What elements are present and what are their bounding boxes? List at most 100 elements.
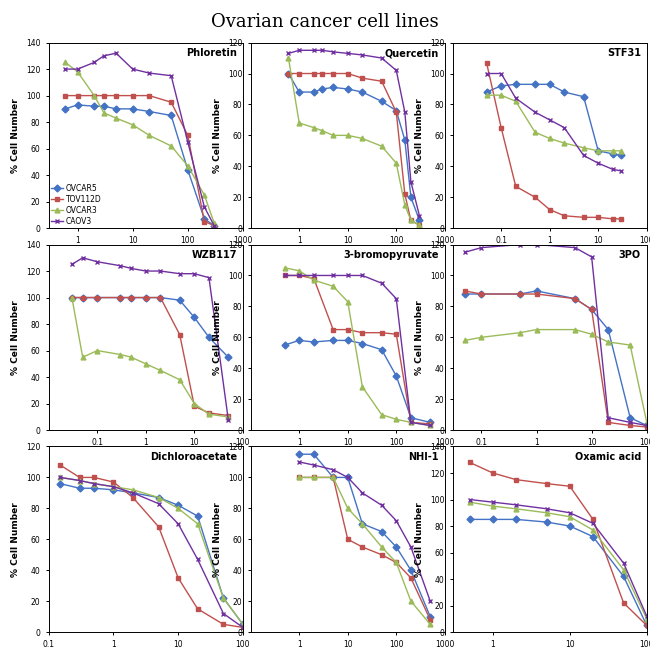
Text: NHI-1: NHI-1	[408, 452, 439, 462]
OVCAR5	[358, 339, 366, 347]
Line: OVCAR5: OVCAR5	[467, 517, 649, 628]
OVCAR5	[407, 193, 415, 201]
OVCAR3	[626, 341, 634, 349]
OVCAR5	[344, 337, 352, 345]
OVCAR3	[589, 526, 597, 534]
Line: OVCAR3: OVCAR3	[462, 327, 649, 425]
OVCAR5	[224, 353, 232, 361]
TOV112D	[393, 559, 400, 567]
CAOV3	[378, 54, 385, 62]
OVCAR3	[378, 543, 385, 551]
TOV112D	[378, 329, 385, 337]
OVCAR3	[393, 415, 400, 423]
Line: CAOV3: CAOV3	[58, 475, 245, 630]
CAOV3	[378, 279, 385, 287]
CAOV3	[194, 555, 202, 563]
Line: TOV112D: TOV112D	[63, 93, 216, 228]
CAOV3	[461, 248, 469, 256]
OVCAR3	[76, 477, 84, 485]
CAOV3	[79, 254, 86, 262]
Line: OVCAR3: OVCAR3	[467, 500, 649, 621]
TOV112D	[478, 290, 486, 298]
OVCAR3	[129, 121, 136, 128]
X-axis label: Concentration, μM: Concentration, μM	[99, 251, 193, 260]
Text: Oxamic acid: Oxamic acid	[575, 452, 641, 462]
TOV112D	[210, 221, 218, 229]
OVCAR5	[57, 479, 64, 487]
Y-axis label: % Cell Number: % Cell Number	[213, 502, 222, 576]
OVCAR3	[194, 520, 202, 528]
OVCAR3	[116, 350, 124, 358]
OVCAR5	[618, 151, 625, 159]
X-axis label: Concentration, μM: Concentration, μM	[502, 453, 597, 462]
CAOV3	[426, 422, 434, 430]
TOV112D	[497, 124, 505, 132]
OVCAR5	[344, 85, 352, 93]
OVCAR5	[210, 221, 218, 229]
OVCAR3	[358, 520, 366, 528]
Line: OVCAR3: OVCAR3	[484, 93, 624, 153]
CAOV3	[401, 108, 409, 116]
OVCAR3	[190, 400, 198, 407]
OVCAR5	[330, 474, 337, 481]
OVCAR5	[401, 136, 409, 144]
OVCAR3	[155, 494, 162, 502]
CAOV3	[489, 498, 497, 506]
TOV112D	[157, 293, 164, 301]
CAOV3	[295, 47, 303, 54]
OVCAR3	[68, 293, 76, 301]
CAOV3	[344, 50, 352, 58]
Y-axis label: % Cell Number: % Cell Number	[415, 98, 424, 173]
OVCAR3	[497, 91, 505, 99]
Text: 3-bromopyruvate: 3-bromopyruvate	[343, 250, 439, 260]
OVCAR3	[285, 54, 292, 62]
OVCAR5	[330, 83, 337, 91]
TOV112D	[516, 290, 524, 298]
OVCAR3	[580, 144, 588, 152]
OVCAR5	[531, 81, 539, 88]
OVCAR5	[344, 474, 352, 481]
OVCAR5	[62, 105, 70, 113]
OVCAR3	[401, 201, 409, 209]
OVCAR3	[543, 509, 551, 517]
OVCAR5	[194, 512, 202, 520]
CAOV3	[142, 267, 150, 275]
CAOV3	[174, 520, 182, 528]
TOV112D	[560, 212, 568, 219]
CAOV3	[90, 58, 98, 66]
OVCAR3	[566, 513, 574, 521]
TOV112D	[129, 92, 136, 100]
TOV112D	[90, 474, 98, 481]
CAOV3	[619, 559, 627, 567]
OVCAR5	[407, 567, 415, 574]
TOV112D	[184, 132, 192, 140]
Line: CAOV3: CAOV3	[462, 242, 649, 428]
Line: OVCAR3: OVCAR3	[282, 265, 433, 428]
OVCAR3	[546, 134, 554, 142]
TOV112D	[512, 183, 519, 191]
CAOV3	[285, 50, 292, 58]
Line: CAOV3: CAOV3	[70, 255, 231, 422]
CAOV3	[589, 519, 597, 527]
X-axis label: Concentration, μM: Concentration, μM	[300, 251, 395, 260]
OVCAR5	[358, 520, 366, 528]
OVCAR3	[426, 422, 434, 430]
Line: TOV112D: TOV112D	[286, 71, 422, 227]
OVCAR3	[157, 367, 164, 375]
OVCAR3	[94, 346, 101, 354]
CAOV3	[393, 295, 400, 303]
TOV112D	[194, 605, 202, 613]
CAOV3	[155, 500, 162, 508]
TOV112D	[94, 293, 101, 301]
OVCAR5	[200, 215, 208, 223]
CAOV3	[57, 474, 64, 481]
CAOV3	[310, 272, 318, 280]
OVCAR3	[619, 566, 627, 574]
CAOV3	[190, 270, 198, 278]
CAOV3	[393, 66, 400, 74]
OVCAR5	[643, 622, 650, 629]
OVCAR3	[594, 147, 602, 155]
TOV112D	[407, 217, 415, 225]
X-axis label: Concentration, μM: Concentration, μM	[502, 251, 597, 260]
CAOV3	[176, 270, 184, 278]
